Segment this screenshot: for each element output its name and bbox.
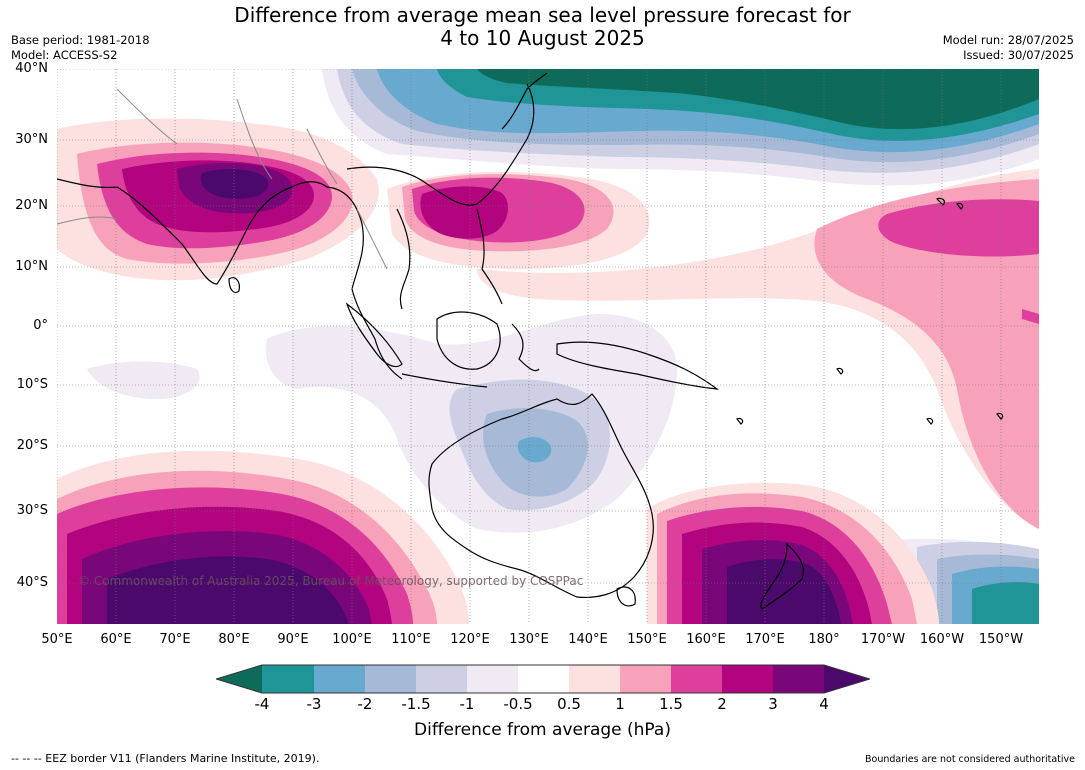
colorbar-segment bbox=[569, 665, 620, 693]
lon-label: 90°E bbox=[277, 632, 309, 647]
lon-label: 60°E bbox=[100, 632, 132, 647]
colorbar bbox=[214, 664, 872, 694]
lon-label: 120°E bbox=[450, 632, 490, 647]
lat-label: 30°S bbox=[16, 503, 48, 518]
copyright-notice: © Commonwealth of Australia 2025, Bureau… bbox=[78, 574, 584, 588]
colorbar-segment bbox=[365, 665, 416, 693]
model-run: Model run: 28/07/2025 bbox=[942, 33, 1074, 47]
colorbar-tick: -0.5 bbox=[503, 695, 533, 713]
lat-label: 30°N bbox=[15, 132, 48, 147]
colorbar-segment-extend-low bbox=[216, 665, 262, 693]
colorbar-tick: -1.5 bbox=[401, 695, 431, 713]
colorbar-segment bbox=[467, 665, 518, 693]
colorbar-tick: -3 bbox=[306, 695, 322, 713]
contour-aus-low-light-b bbox=[87, 361, 200, 399]
issued-date: Issued: 30/07/2025 bbox=[963, 48, 1074, 62]
contour-low-4 bbox=[477, 69, 1039, 130]
map-canvas bbox=[57, 69, 1039, 624]
lon-label: 50°E bbox=[41, 632, 73, 647]
contour-tas-4 bbox=[727, 559, 841, 624]
lon-label: 70°E bbox=[159, 632, 191, 647]
borders bbox=[57, 88, 388, 270]
colorbar-tick: 0.5 bbox=[557, 695, 581, 713]
colorbar-tick: 1 bbox=[615, 695, 625, 713]
contour-epac-1 bbox=[814, 179, 1039, 529]
lon-label: 170°W bbox=[860, 632, 906, 647]
lat-label: 40°N bbox=[15, 61, 48, 76]
colorbar-label: Difference from average (hPa) bbox=[414, 720, 671, 740]
lon-label: 130°E bbox=[509, 632, 549, 647]
coast-new-guinea bbox=[556, 341, 720, 390]
lon-label: 80°E bbox=[218, 632, 250, 647]
eez-footnote: -- -- -- EEZ border V11 (Flanders Marine… bbox=[11, 752, 320, 765]
lon-label: 150°E bbox=[627, 632, 667, 647]
contour-aus-low-2 bbox=[517, 437, 552, 463]
boundary-disclaimer: Boundaries are not considered authoritat… bbox=[865, 754, 1075, 765]
contour-epac-1-5b bbox=[1022, 309, 1039, 324]
lat-label: 10°N bbox=[15, 259, 48, 274]
colorbar-tick: 3 bbox=[768, 695, 778, 713]
colorbar-tick: 2 bbox=[717, 695, 727, 713]
contour-epac-1-5 bbox=[878, 199, 1039, 257]
coast-tasmania bbox=[616, 586, 636, 607]
lon-label: 140°E bbox=[568, 632, 608, 647]
title-line-2: 4 to 10 August 2025 bbox=[440, 26, 645, 50]
coast-vietnam bbox=[396, 208, 411, 310]
coast-sumatra bbox=[345, 302, 403, 368]
model-name: Model: ACCESS-S2 bbox=[11, 48, 118, 62]
coast-pacific-islands bbox=[736, 197, 1004, 425]
colorbar-tick: 1.5 bbox=[659, 695, 683, 713]
coast-philippines bbox=[476, 208, 503, 305]
colorbar-tick: -2 bbox=[357, 695, 373, 713]
colorbar-segment bbox=[314, 665, 365, 693]
lon-label: 110°E bbox=[391, 632, 431, 647]
lon-label: 160°E bbox=[686, 632, 726, 647]
contour-sio-4 bbox=[107, 556, 349, 624]
contour-india-4 bbox=[200, 169, 269, 199]
coast-sulawesi bbox=[511, 323, 540, 372]
coast-new-zealand bbox=[760, 542, 804, 610]
coast-australia bbox=[428, 393, 654, 599]
colorbar-segment bbox=[620, 665, 671, 693]
pressure-anomaly-map: © Commonwealth of Australia 2025, Bureau… bbox=[57, 69, 1039, 624]
colorbar-segment bbox=[416, 665, 467, 693]
border-lines bbox=[57, 88, 388, 270]
lon-label: 150°W bbox=[978, 632, 1024, 647]
lat-label: 0° bbox=[33, 318, 48, 333]
lon-label: 100°E bbox=[332, 632, 372, 647]
lat-label: 40°S bbox=[16, 575, 48, 590]
coastlines bbox=[57, 72, 1004, 610]
colorbar-segment bbox=[518, 665, 569, 693]
colorbar-tick: -4 bbox=[254, 695, 270, 713]
right-metadata: Model run: 28/07/2025 Issued: 30/07/2025 bbox=[943, 33, 1074, 63]
coast-china bbox=[346, 83, 535, 206]
coast-java bbox=[401, 373, 488, 388]
colorbar-segment bbox=[722, 665, 773, 693]
coast-borneo bbox=[436, 311, 501, 370]
colorbar-tick: 4 bbox=[819, 695, 829, 713]
title-line-1: Difference from average mean sea level p… bbox=[234, 3, 851, 27]
coast-japan bbox=[501, 72, 548, 130]
lon-label: 170°E bbox=[745, 632, 785, 647]
base-period: Base period: 1981-2018 bbox=[11, 33, 150, 47]
lat-label: 20°S bbox=[16, 438, 48, 453]
lat-label: 10°S bbox=[16, 377, 48, 392]
colorbar-segment bbox=[773, 665, 824, 693]
colorbar-tick: -1 bbox=[459, 695, 475, 713]
lon-label: 160°W bbox=[919, 632, 965, 647]
contour-scs-2 bbox=[420, 186, 509, 239]
colorbar-segment bbox=[671, 665, 722, 693]
colorbar-segment bbox=[262, 665, 314, 693]
lon-label: 180° bbox=[808, 632, 840, 647]
contour-se-low-3 bbox=[972, 582, 1039, 624]
coast-india bbox=[57, 178, 328, 285]
left-metadata: Base period: 1981-2018 Model: ACCESS-S2 bbox=[11, 33, 150, 63]
colorbar-graphic bbox=[214, 664, 872, 694]
coast-sri-lanka bbox=[228, 277, 240, 294]
lat-label: 20°N bbox=[15, 198, 48, 213]
map-title: Difference from average mean sea level p… bbox=[0, 4, 1085, 50]
colorbar-segment-extend-high bbox=[824, 665, 870, 693]
